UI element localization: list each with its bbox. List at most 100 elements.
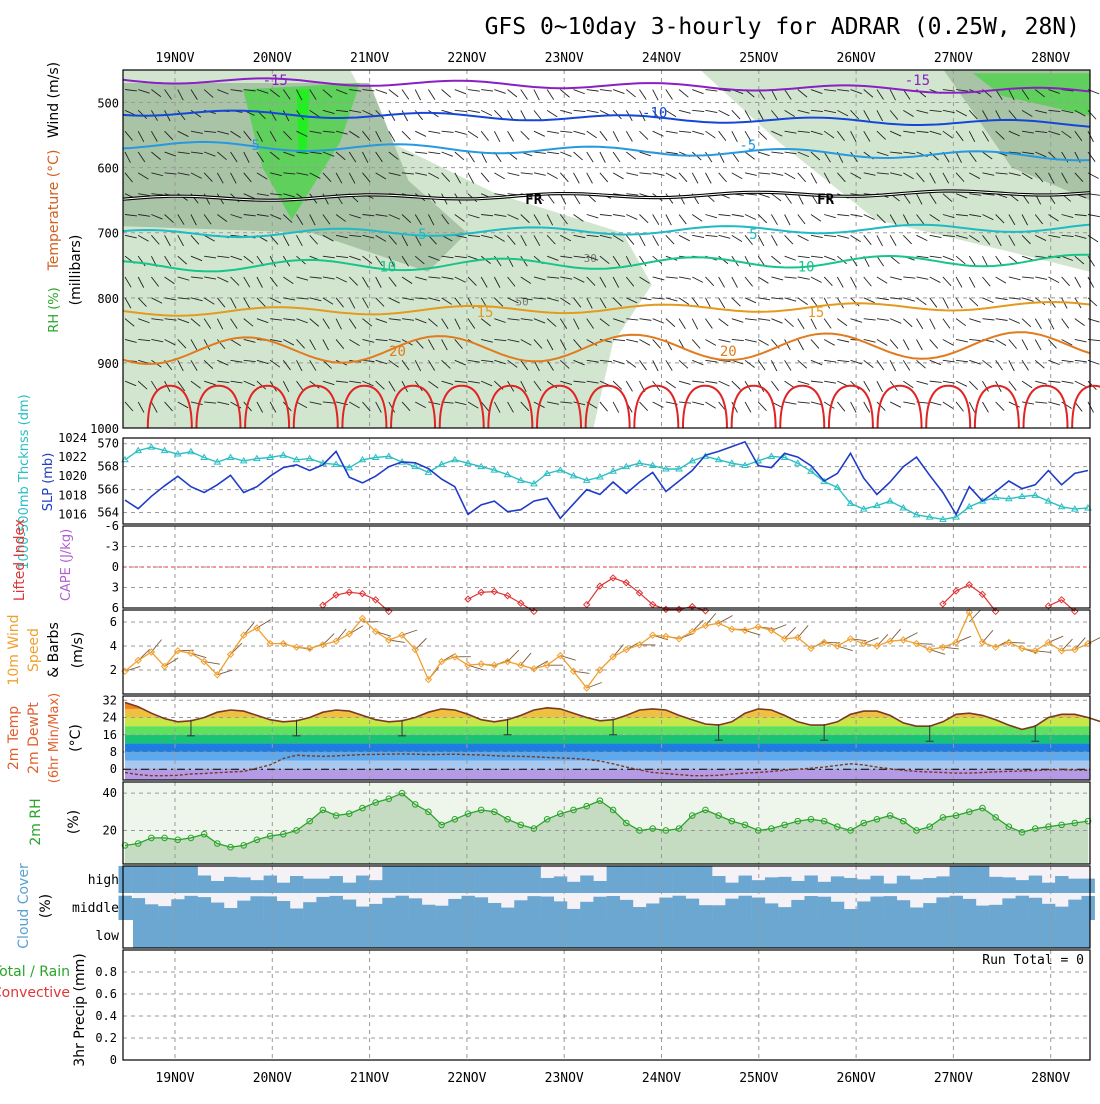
cloud-mid-bar: [343, 900, 356, 920]
cloud-mid-bar: [448, 899, 461, 920]
cloud-high-bar: [976, 866, 989, 893]
cloud-high-bar: [607, 866, 620, 893]
date-label-top: 22NOV: [447, 51, 486, 66]
y-tick-label-slp: 1016: [58, 507, 87, 521]
cloud-high-bar: [1029, 876, 1042, 893]
cloud-high-bar: [277, 883, 290, 893]
cloud-high-bar: [488, 866, 501, 893]
cloud-mid-bar: [593, 897, 606, 920]
cloud-high-bar: [303, 879, 316, 893]
y-tick-label: 6: [112, 601, 119, 615]
legend-speed: Speed: [26, 628, 42, 672]
y-tick-label: 0.6: [95, 987, 117, 1001]
temp-band: [123, 700, 1090, 709]
cloud-high-bar: [936, 876, 949, 893]
cloud-mid-bar: [356, 907, 369, 920]
legend-cape: CAPE (J/kg): [59, 529, 74, 601]
contour-label: 10: [379, 260, 396, 276]
y-tick-label: 700: [97, 227, 119, 241]
contour-label: -5: [243, 138, 260, 154]
date-label-bottom: 27NOV: [934, 1071, 973, 1086]
panel-frame: [123, 950, 1090, 1060]
y-tick-label-slp: 1020: [58, 469, 87, 483]
y-tick-label: 566: [97, 483, 119, 497]
cloud-high-bar: [396, 866, 409, 893]
cloud-high-bar: [422, 866, 435, 893]
cloud-high-bar: [699, 866, 712, 893]
cloud-mid-bar: [1029, 898, 1042, 920]
cloud-high-bar: [1055, 876, 1068, 893]
legend-precip-units: 3hr Precip (mm): [72, 953, 88, 1066]
cloud-mid-bar: [673, 896, 686, 920]
cloud-high-bar: [514, 866, 527, 893]
legend-2m-dewpt: 2m DewPt: [26, 702, 42, 774]
cloud-mid-bar: [910, 907, 923, 920]
cloud-high-bar: [989, 877, 1002, 893]
y-tick-label: 0: [112, 560, 119, 574]
legend-temperature: Temperature (°C): [46, 150, 62, 272]
legend-temp-units: (°C): [68, 724, 84, 752]
legend-rh-units: (%): [66, 810, 82, 834]
cloud-mid-bar: [963, 899, 976, 920]
contour-label: 20: [720, 344, 737, 360]
cloud-high-bar: [184, 866, 197, 893]
date-label-bottom: 24NOV: [642, 1071, 681, 1086]
cloud-mid-bar: [1002, 898, 1015, 920]
y-tick-label: 0.2: [95, 1031, 117, 1045]
legend-10m-wind: 10m Wind: [6, 614, 22, 685]
y-tick-label: -3: [105, 540, 119, 554]
date-label-top: 26NOV: [837, 51, 876, 66]
contour-label: 5: [749, 227, 757, 243]
cloud-mid-bar: [501, 908, 514, 920]
legend-2m-temp: 2m Temp: [6, 706, 22, 770]
contour-label: -15: [905, 73, 930, 89]
cloud-high-bar: [950, 866, 963, 893]
date-label-bottom: 26NOV: [837, 1071, 876, 1086]
cloud-mid-bar: [527, 896, 540, 920]
y-tick-label: 20: [103, 823, 117, 837]
cloud-high-bar: [158, 866, 171, 893]
cloud-mid-bar: [857, 901, 870, 920]
date-label-top: 20NOV: [253, 51, 292, 66]
panel-frame: [123, 438, 1090, 524]
cloud-mid-bar: [884, 896, 897, 920]
cloud-mid-bar: [211, 903, 224, 920]
legend-slp: SLP (mb): [41, 453, 56, 512]
cloud-mid-bar: [923, 903, 936, 920]
date-label-top: 27NOV: [934, 51, 973, 66]
temp-band: [123, 761, 1090, 770]
y-tick-label: 568: [97, 460, 119, 474]
y-tick-label: 2: [110, 663, 117, 677]
cloud-mid-bar: [132, 898, 145, 920]
cloud-high-bar: [435, 866, 448, 893]
cloud-mid-bar: [171, 899, 184, 920]
cloud-mid-bar: [184, 896, 197, 920]
cloud-high-bar: [527, 866, 540, 893]
contour-label: FR: [525, 192, 542, 208]
date-label-bottom: 22NOV: [447, 1071, 486, 1086]
cloud-mid-bar: [712, 905, 725, 920]
cloud-mid-bar: [145, 904, 158, 920]
cloud-mid-bar: [409, 898, 422, 920]
y-tick-label: 4: [110, 639, 117, 653]
y-tick-label: 600: [97, 162, 119, 176]
cloud-high-bar: [132, 866, 145, 893]
cloud-mid-bar: [396, 896, 409, 920]
cloud-high-bar: [211, 881, 224, 893]
y-tick-label: 800: [97, 292, 119, 306]
cloud-mid-bar: [198, 897, 211, 920]
temp-band: [123, 726, 1090, 735]
temp-band: [123, 752, 1090, 761]
cloud-mid-bar: [725, 899, 738, 920]
legend-cloud-units: (%): [38, 894, 54, 918]
cloud-high-bar: [673, 866, 686, 893]
cloud-mid-bar: [224, 908, 237, 920]
cloud-high-bar: [567, 882, 580, 893]
cloud-high-bar: [725, 883, 738, 893]
cloud-high-bar: [171, 866, 184, 893]
date-label-bottom: 23NOV: [545, 1071, 584, 1086]
cloud-mid-bar: [989, 905, 1002, 920]
date-label-bottom: 28NOV: [1031, 1071, 1070, 1086]
cloud-high-bar: [343, 883, 356, 893]
cloud-high-bar: [1082, 879, 1095, 893]
